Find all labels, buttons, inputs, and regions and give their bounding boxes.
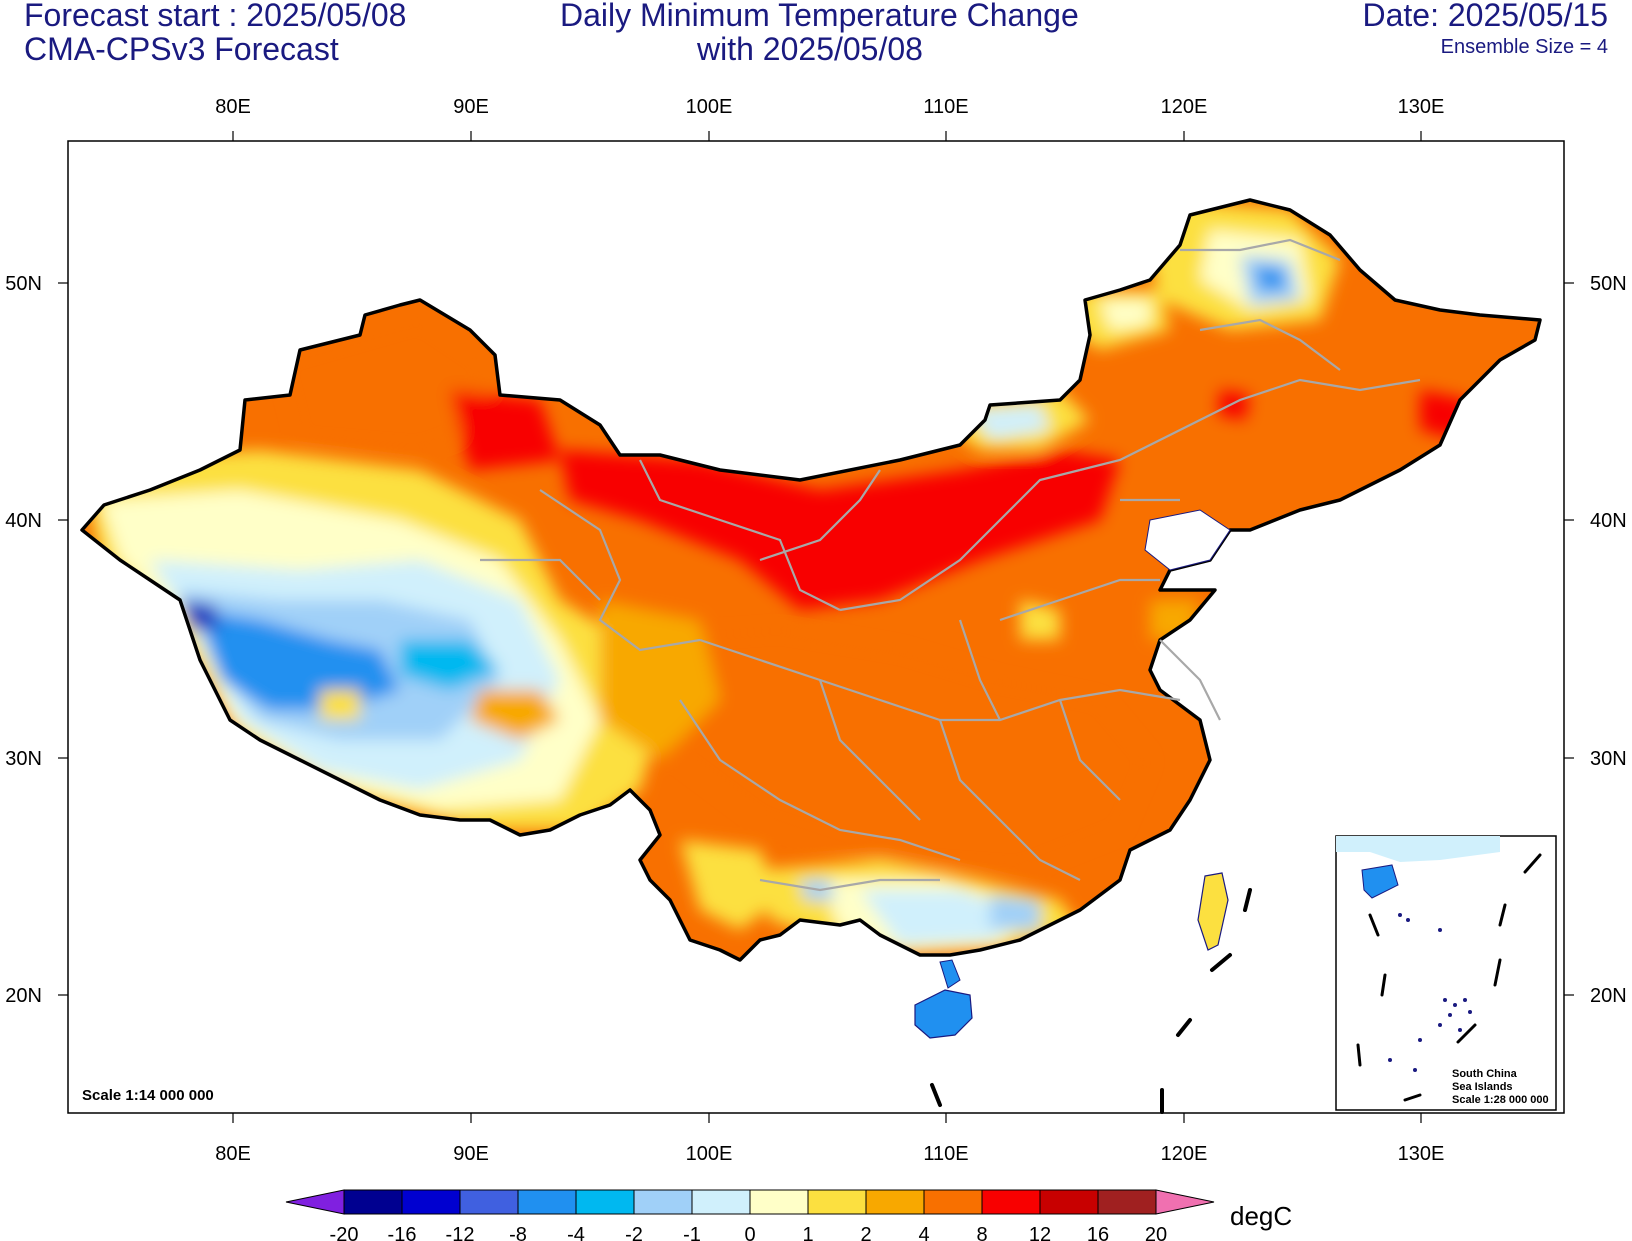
date-label: Date: 2025/05/15 [1362,0,1608,33]
colorbar-tick-label: -4 [567,1224,585,1241]
lat-label-left: 50N [5,273,42,295]
colorbar-unit: degC [1230,1201,1292,1231]
colorbar-tick-label: 20 [1145,1224,1167,1241]
colorbar-swatch [575,1189,635,1215]
lat-label-left: 40N [5,510,42,532]
colorbar-tick-label: 12 [1029,1224,1051,1241]
title-line2: with 2025/05/08 [697,31,923,67]
ensemble-label: Ensemble Size = 4 [1440,36,1608,58]
colorbar-swatch [865,1189,925,1215]
model-label: CMA-CPSv3 Forecast [24,31,339,67]
lon-label-bottom: 90E [453,1143,489,1165]
title-line1: Daily Minimum Temperature Change [560,0,1079,33]
province-borders [480,238,1421,892]
lon-label-top: 110E [923,96,968,118]
colorbar-tick-label: -20 [330,1224,359,1241]
colorbar: degC -20 -16 -12 -8 -4 -2 -1 0 1 2 4 8 12 16 20 [285,1189,1292,1241]
colorbar-under-triangle [285,1189,345,1215]
colorbar-tick-label: 0 [744,1224,755,1241]
colorbar-over-triangle [1155,1189,1215,1215]
colorbar-tick-label: 1 [802,1224,813,1241]
leizhou-peninsula [939,959,961,989]
colorbar-swatch [517,1189,577,1215]
lat-label-left: 30N [5,748,42,770]
lon-label-bottom: 130E [1398,1143,1445,1165]
lon-label-top: 120E [1161,96,1208,118]
colorbar-swatch [691,1189,751,1215]
colorbar-tick-label: -12 [446,1224,475,1241]
colorbar-swatch [807,1189,867,1215]
china-border [80,198,1542,962]
colorbar-tick-label: -8 [509,1224,527,1241]
colorbar-tick-label: -2 [625,1224,643,1241]
inset-label-3: Scale 1:28 000 000 [1452,1094,1549,1106]
inset-label-1: South China [1452,1068,1518,1080]
inset-label-2: Sea Islands [1452,1081,1513,1093]
colorbar-swatch [1097,1189,1157,1215]
lon-label-bottom: 80E [215,1143,251,1165]
colorbar-swatch [459,1189,519,1215]
dashed-boundary [930,888,1252,1114]
hainan [914,989,973,1039]
colorbar-tick-label: 16 [1087,1224,1109,1241]
lon-label-bottom: 100E [686,1143,733,1165]
scale-text: Scale 1:14 000 000 [82,1087,214,1104]
colorbar-tick-label: 8 [976,1224,987,1241]
lon-label-top: 90E [453,96,489,118]
axis-ticks [58,131,1574,1123]
lon-label-top: 130E [1398,96,1445,118]
colorbar-swatch [343,1189,403,1215]
taiwan [1197,872,1229,951]
colorbar-tick-label: 4 [918,1224,929,1241]
bohai-sea [1144,509,1231,571]
lat-label-right: 30N [1590,748,1627,770]
lat-label-right: 40N [1590,510,1627,532]
colorbar-tick-label: 2 [860,1224,871,1241]
colorbar-tick-label: -16 [388,1224,417,1241]
colorbar-swatch [633,1189,693,1215]
colorbar-swatch [923,1189,983,1215]
colorbar-tick-label: -1 [683,1224,701,1241]
lat-label-right: 50N [1590,273,1627,295]
lat-label-right: 20N [1590,985,1627,1007]
colorbar-swatch [749,1189,809,1215]
forecast-start-label: Forecast start : 2025/05/08 [24,0,407,33]
lon-label-bottom: 120E [1161,1143,1208,1165]
inset-map: South China Sea Islands Scale 1:28 000 0… [1335,835,1557,1111]
colorbar-swatch [401,1189,461,1215]
lat-label-left: 20N [5,985,42,1007]
colorbar-swatch [981,1189,1041,1215]
colorbar-swatch [1039,1189,1099,1215]
lon-label-top: 100E [686,96,733,118]
lon-label-top: 80E [215,96,251,118]
lon-label-bottom: 110E [923,1143,968,1165]
